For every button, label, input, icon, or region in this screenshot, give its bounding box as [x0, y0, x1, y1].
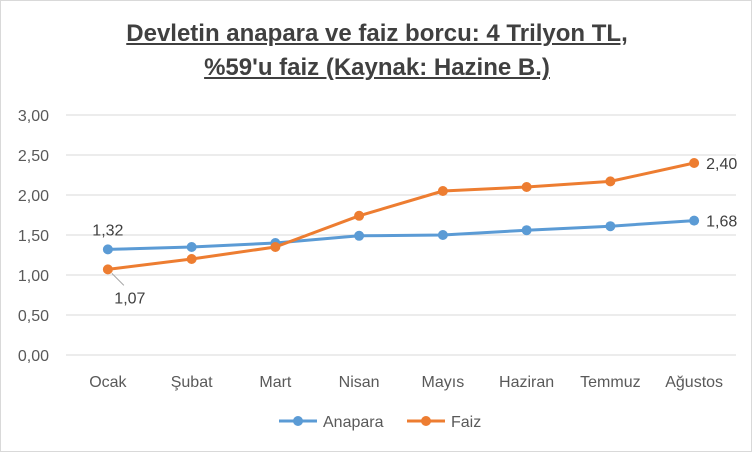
data-point	[605, 221, 616, 232]
y-tick-label: 2,00	[18, 188, 49, 205]
x-tick-label: Şubat	[171, 374, 213, 391]
y-tick-label: 2,50	[18, 148, 49, 165]
y-tick-label: 3,00	[18, 108, 49, 125]
x-tick-label: Temmuz	[580, 374, 640, 391]
data-point	[689, 158, 700, 168]
x-tick-label: Ağustos	[665, 374, 723, 391]
data-point	[354, 230, 365, 241]
data-label: 2,40	[706, 156, 737, 173]
x-tick-label: Nisan	[339, 374, 380, 391]
y-tick-label: 0,00	[18, 348, 49, 365]
data-point	[605, 176, 616, 187]
y-tick-label: 1,50	[18, 228, 49, 245]
data-point	[186, 254, 197, 264]
chart-title-line-2: %59'u faiz (Kaynak: Hazine B.)	[204, 54, 550, 81]
legend-label: Anapara	[323, 414, 384, 431]
data-point	[354, 210, 365, 221]
legend-marker	[293, 416, 303, 426]
data-label: 1,32	[92, 222, 123, 239]
x-tick-label: Ocak	[89, 374, 127, 391]
data-point	[521, 182, 532, 192]
leader-line	[111, 273, 125, 286]
y-tick-label: 0,50	[18, 308, 49, 325]
data-label: 1,68	[706, 214, 737, 231]
x-tick-label: Haziran	[499, 374, 554, 391]
data-point	[437, 230, 448, 240]
data-point	[521, 225, 532, 236]
data-label: 1,07	[114, 290, 145, 307]
chart-title: Devletin anapara ve faiz borcu: 4 Trilyo…	[1, 17, 752, 85]
legend-marker	[421, 416, 431, 426]
data-point	[689, 215, 700, 226]
data-point	[186, 242, 197, 252]
series-line-anapara	[107, 219, 695, 251]
legend-label: Faiz	[451, 414, 481, 431]
data-point	[102, 244, 113, 255]
x-tick-label: Mart	[259, 374, 292, 391]
series-line-faiz	[107, 161, 695, 271]
data-point	[270, 242, 281, 252]
data-point	[437, 186, 448, 196]
chart-title-line-1: Devletin anapara ve faiz borcu: 4 Trilyo…	[126, 20, 628, 47]
y-tick-label: 1,00	[18, 268, 49, 285]
data-point	[102, 264, 113, 275]
x-tick-label: Mayıs	[422, 374, 465, 391]
